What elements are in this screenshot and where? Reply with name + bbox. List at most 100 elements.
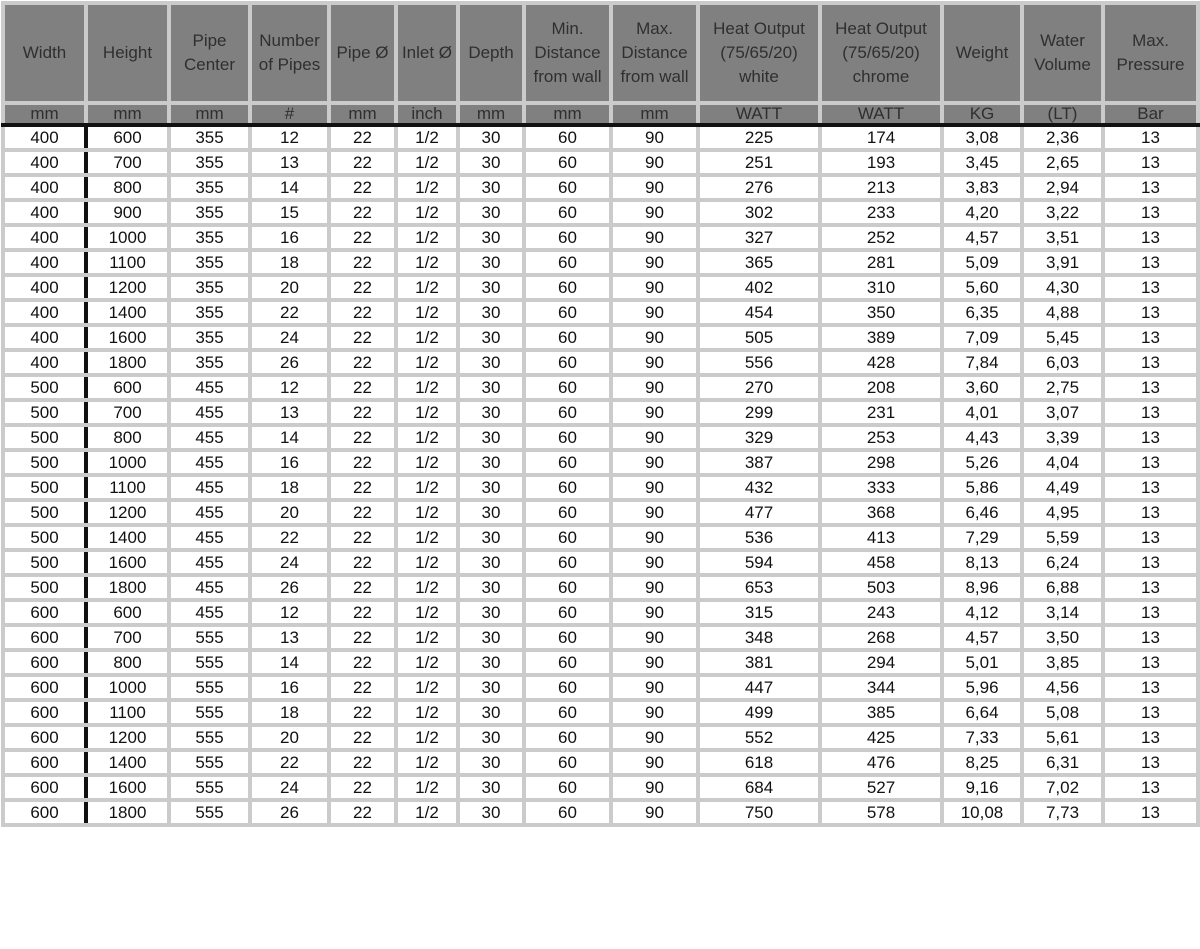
column-header: Height — [84, 1, 171, 105]
unit-label: WATT — [818, 101, 944, 127]
unit-label: mm — [167, 101, 252, 127]
table-cell: 7,02 — [1020, 773, 1105, 802]
table-row: 600 1200 555 20 22 1/2 30 60 90 552 425 7,33 5,61 13 — [1, 723, 1200, 752]
table-cell: 13 — [1101, 323, 1200, 352]
table-cell: 600 — [1, 698, 88, 727]
table-cell: 30 — [456, 773, 526, 802]
table-cell: 333 — [818, 473, 944, 502]
table-cell: 1000 — [84, 448, 171, 477]
table-cell: 16 — [248, 223, 331, 252]
table-cell: 600 — [84, 373, 171, 402]
table-cell: 455 — [167, 548, 252, 577]
table-cell: 60 — [522, 473, 613, 502]
table-cell: 1/2 — [394, 523, 460, 552]
table-cell: 5,61 — [1020, 723, 1105, 752]
table-cell: 5,45 — [1020, 323, 1105, 352]
table-cell: 6,46 — [940, 498, 1024, 527]
table-cell: 400 — [1, 198, 88, 227]
table-cell: 329 — [696, 423, 822, 452]
table-cell: 22 — [327, 473, 398, 502]
table-cell: 500 — [1, 473, 88, 502]
table-cell: 455 — [167, 398, 252, 427]
table-cell: 60 — [522, 648, 613, 677]
table-cell: 90 — [609, 798, 700, 827]
table-cell: 500 — [1, 423, 88, 452]
table-cell: 20 — [248, 723, 331, 752]
table-cell: 90 — [609, 273, 700, 302]
table-cell: 90 — [609, 298, 700, 327]
table-cell: 26 — [248, 573, 331, 602]
table-cell: 1/2 — [394, 798, 460, 827]
table-cell: 600 — [1, 598, 88, 627]
table-cell: 6,03 — [1020, 348, 1105, 377]
table-cell: 432 — [696, 473, 822, 502]
table-cell: 2,75 — [1020, 373, 1105, 402]
table-cell: 30 — [456, 598, 526, 627]
table-cell: 400 — [1, 123, 88, 152]
table-cell: 90 — [609, 573, 700, 602]
table-cell: 14 — [248, 423, 331, 452]
table-cell: 90 — [609, 398, 700, 427]
table-cell: 5,08 — [1020, 698, 1105, 727]
table-cell: 90 — [609, 698, 700, 727]
table-cell: 387 — [696, 448, 822, 477]
table-cell: 1600 — [84, 323, 171, 352]
table-cell: 618 — [696, 748, 822, 777]
table-cell: 22 — [327, 198, 398, 227]
table-cell: 22 — [327, 273, 398, 302]
unit-label: mm — [84, 101, 171, 127]
table-cell: 1600 — [84, 773, 171, 802]
table-cell: 455 — [167, 423, 252, 452]
table-cell: 355 — [167, 298, 252, 327]
table-cell: 455 — [167, 573, 252, 602]
table-cell: 90 — [609, 448, 700, 477]
table-cell: 60 — [522, 673, 613, 702]
table-cell: 13 — [1101, 498, 1200, 527]
table-cell: 1/2 — [394, 248, 460, 277]
table-cell: 30 — [456, 198, 526, 227]
table-cell: 4,56 — [1020, 673, 1105, 702]
table-cell: 400 — [1, 323, 88, 352]
table-cell: 13 — [1101, 198, 1200, 227]
table-cell: 3,45 — [940, 148, 1024, 177]
table-cell: 477 — [696, 498, 822, 527]
table-cell: 22 — [327, 673, 398, 702]
table-cell: 1/2 — [394, 648, 460, 677]
table-cell: 90 — [609, 498, 700, 527]
table-cell: 30 — [456, 473, 526, 502]
table-cell: 90 — [609, 148, 700, 177]
table-cell: 3,22 — [1020, 198, 1105, 227]
table-cell: 1/2 — [394, 673, 460, 702]
table-cell: 505 — [696, 323, 822, 352]
table-body: 400 600 355 12 22 1/2 30 60 90 225 174 3,08 2,36 13 40… — [1, 123, 1200, 827]
table-cell: 1100 — [84, 248, 171, 277]
table-cell: 13 — [1101, 423, 1200, 452]
table-cell: 90 — [609, 198, 700, 227]
table-cell: 30 — [456, 723, 526, 752]
table-cell: 3,85 — [1020, 648, 1105, 677]
table-row: 400 600 355 12 22 1/2 30 60 90 225 174 3,08 2,36 13 — [1, 123, 1200, 152]
table-cell: 22 — [327, 498, 398, 527]
column-header: Max. Distance from wall — [609, 1, 700, 105]
table-cell: 22 — [248, 748, 331, 777]
table-row: 600 1000 555 16 22 1/2 30 60 90 447 344 5,96 4,56 13 — [1, 673, 1200, 702]
table-cell: 1/2 — [394, 448, 460, 477]
table-cell: 60 — [522, 123, 613, 152]
table-cell: 7,84 — [940, 348, 1024, 377]
table-cell: 20 — [248, 273, 331, 302]
table-cell: 22 — [327, 548, 398, 577]
table-cell: 30 — [456, 698, 526, 727]
column-header: Number of Pipes — [248, 1, 331, 105]
table-cell: 3,51 — [1020, 223, 1105, 252]
table-cell: 1/2 — [394, 698, 460, 727]
table-cell: 368 — [818, 498, 944, 527]
table-cell: 30 — [456, 273, 526, 302]
table-cell: 22 — [327, 348, 398, 377]
table-cell: 22 — [327, 148, 398, 177]
table-cell: 13 — [1101, 148, 1200, 177]
table-cell: 60 — [522, 398, 613, 427]
table-cell: 4,04 — [1020, 448, 1105, 477]
table-cell: 1/2 — [394, 548, 460, 577]
table-cell: 30 — [456, 173, 526, 202]
table-cell: 500 — [1, 548, 88, 577]
